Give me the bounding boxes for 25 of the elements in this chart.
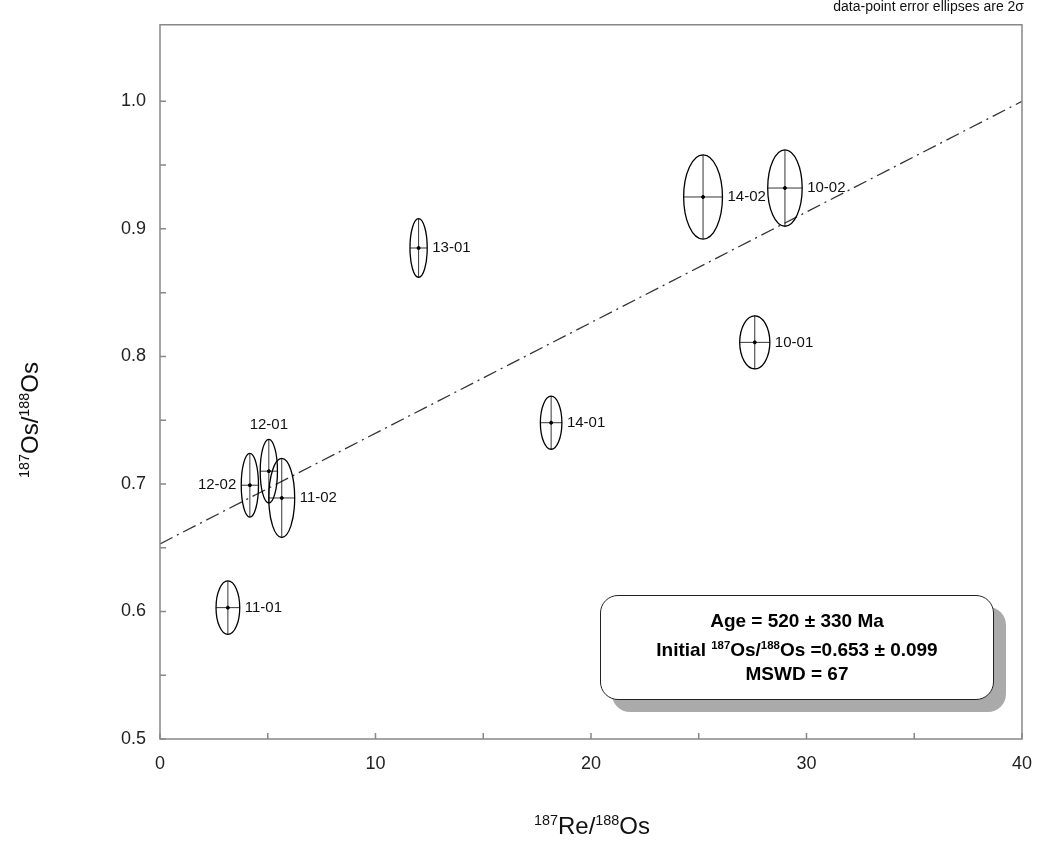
y-tick-label: 0.7: [120, 472, 146, 493]
annotation: Initial $^{187}$Os/$^{188}$Os =0.653 ± 0.099: [656, 637, 938, 663]
x-tick-label: 10: [365, 752, 386, 773]
data-label: 12-01: [249, 415, 289, 433]
y-tick-label: 0.8: [120, 345, 146, 366]
data-label: 12-02: [197, 475, 237, 493]
x-tick-label: 20: [580, 752, 602, 773]
data-label: 11-01: [244, 597, 282, 615]
y-tick-label: 0.5: [120, 727, 146, 748]
y-tick-label: 0.6: [120, 600, 146, 621]
data-label: 10-02: [807, 178, 846, 196]
x-tick-label: 0: [154, 752, 166, 773]
annotation: MSWD = 67: [745, 662, 849, 687]
data-label: 11-02: [299, 488, 337, 506]
data-label: 13-01: [432, 238, 471, 256]
annotation: Age = 520 ± 330 Ma: [710, 608, 884, 633]
text: data-point error ellipses are 2σ: [833, 0, 1024, 14]
x-axis-title: $^{187}$Re/$^{188}$Os: [533, 812, 651, 840]
y-tick-label: 0.9: [120, 217, 146, 238]
x-tick-label: 40: [1011, 752, 1032, 773]
x-tick-label: 30: [796, 752, 817, 773]
data-label: 14-01: [566, 412, 606, 430]
data-label: 10-01: [774, 332, 814, 350]
text: 1.0: [120, 90, 146, 111]
data-label: 14-02: [727, 187, 766, 205]
